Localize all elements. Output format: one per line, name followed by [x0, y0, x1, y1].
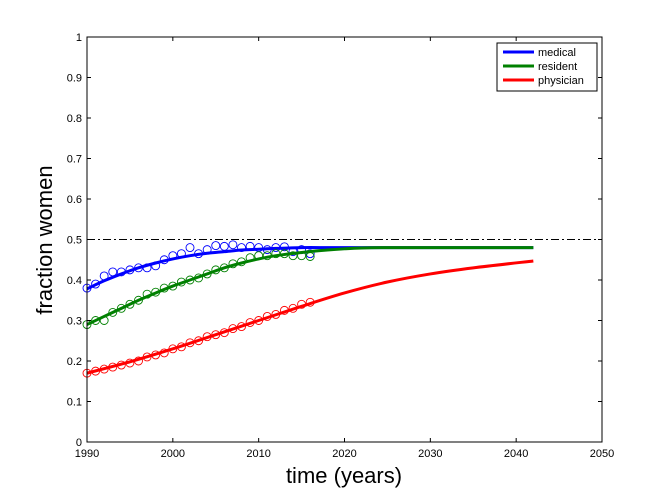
legend: medical resident physician	[496, 42, 598, 92]
x-tick-label: 2020	[332, 448, 356, 460]
legend-label-physician: physician	[538, 75, 584, 87]
y-tick-label: 0.1	[67, 397, 82, 409]
resident-observed-point	[125, 299, 135, 309]
y-tick-label: 0.4	[67, 275, 82, 287]
x-axis-ticks: 1990 2000 2010 2020 2030 2040 2050	[75, 37, 614, 460]
medical-observed-point	[185, 243, 195, 253]
y-tick-label: 1	[76, 32, 82, 44]
physician-model-line	[86, 259, 534, 375]
y-tick-label: 0.6	[67, 194, 82, 206]
y-axis-ticks: 0 0.1 0.2 0.3 0.4 0.5 0.6 0.7 0.8 0.9 1	[67, 32, 602, 449]
x-axis-label: time (years)	[286, 463, 402, 488]
medical-observed-point	[228, 240, 238, 250]
series-layer	[82, 240, 534, 378]
y-tick-label: 0.8	[67, 113, 82, 125]
y-tick-label: 0.9	[67, 73, 82, 85]
series-resident	[82, 246, 534, 329]
y-tick-label: 0.7	[67, 154, 82, 166]
legend-label-resident: resident	[538, 61, 577, 73]
y-tick-label: 0.3	[67, 316, 82, 328]
resident-observed-point	[288, 251, 298, 261]
resident-model-line	[86, 246, 534, 326]
y-tick-label: 0.2	[67, 356, 82, 368]
series-physician	[82, 259, 534, 378]
x-tick-label: 2040	[504, 448, 528, 460]
x-tick-label: 2050	[590, 448, 614, 460]
medical-observed-point	[211, 241, 221, 251]
y-axis-label: fraction women	[32, 165, 57, 314]
y-tick-label: 0.5	[67, 235, 82, 247]
resident-observed-point	[91, 316, 101, 325]
medical-observed-point	[237, 243, 246, 253]
x-tick-label: 1990	[75, 448, 99, 460]
resident-observed-point	[116, 303, 126, 313]
legend-label-medical: medical	[538, 47, 576, 59]
medical-observed-point	[305, 249, 315, 259]
resident-observed-point	[108, 307, 118, 317]
x-tick-label: 2030	[418, 448, 442, 460]
y-tick-label: 0	[76, 437, 82, 449]
x-tick-label: 2000	[161, 448, 185, 460]
resident-observed-point	[134, 295, 143, 305]
x-tick-label: 2010	[246, 448, 270, 460]
